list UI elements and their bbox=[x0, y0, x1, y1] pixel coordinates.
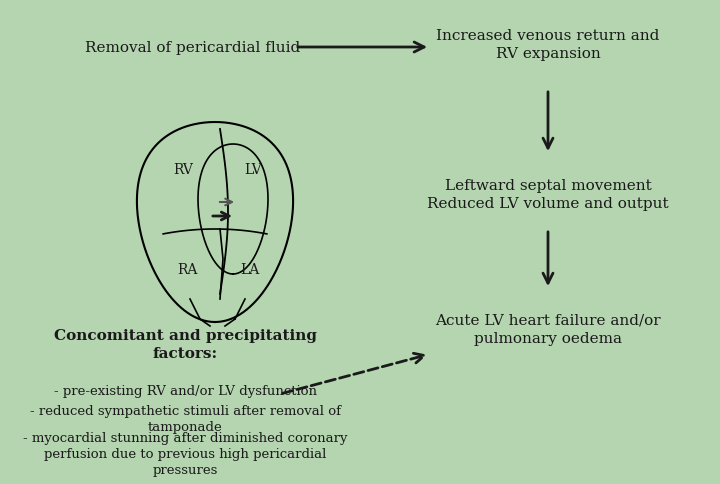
Text: LA: LA bbox=[240, 262, 260, 276]
Text: Concomitant and precipitating
factors:: Concomitant and precipitating factors: bbox=[53, 329, 317, 360]
Text: RA: RA bbox=[177, 262, 197, 276]
Text: Removal of pericardial fluid: Removal of pericardial fluid bbox=[85, 41, 300, 55]
Text: Acute LV heart failure and/or
pulmonary oedema: Acute LV heart failure and/or pulmonary … bbox=[435, 313, 661, 346]
Text: Leftward septal movement
Reduced LV volume and output: Leftward septal movement Reduced LV volu… bbox=[427, 179, 669, 211]
Text: - pre-existing RV and/or LV dysfunction: - pre-existing RV and/or LV dysfunction bbox=[53, 385, 317, 398]
Text: LV: LV bbox=[244, 163, 262, 177]
Text: - reduced sympathetic stimuli after removal of
tamponade: - reduced sympathetic stimuli after remo… bbox=[30, 405, 341, 434]
Text: - myocardial stunning after diminished coronary
perfusion due to previous high p: - myocardial stunning after diminished c… bbox=[23, 432, 347, 477]
Text: Increased venous return and
RV expansion: Increased venous return and RV expansion bbox=[436, 29, 660, 61]
Text: RV: RV bbox=[173, 163, 193, 177]
